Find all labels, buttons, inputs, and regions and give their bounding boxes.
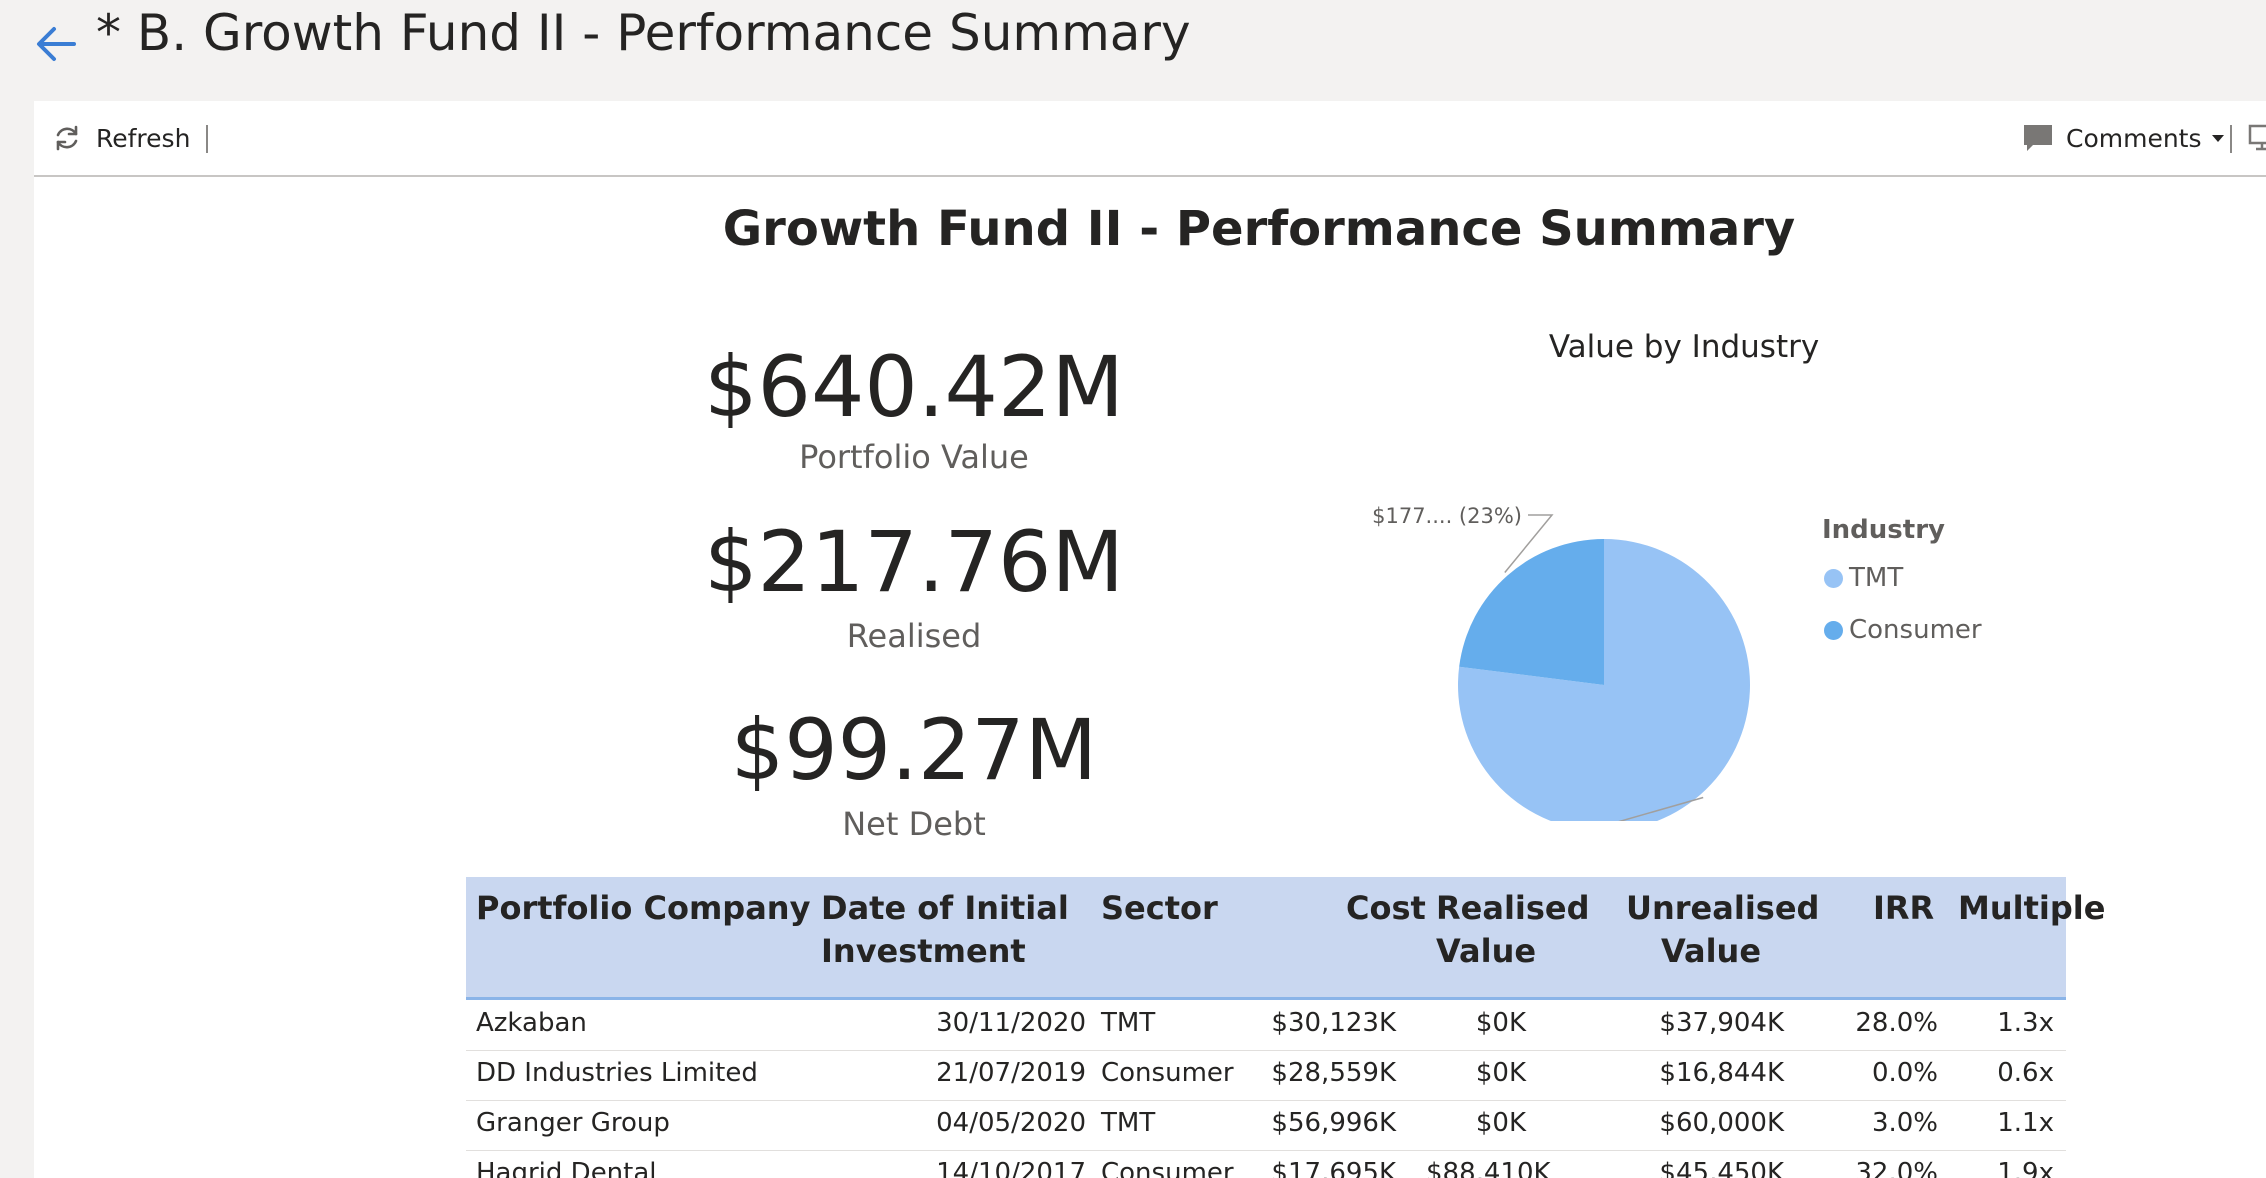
cell-multiple: 1.3x	[1997, 1008, 2054, 1038]
legend-dot	[1824, 568, 1843, 588]
refresh-button[interactable]: Refresh	[52, 119, 190, 157]
cell-irr: 32.0%	[1855, 1158, 1938, 1178]
kpi-label: Net Debt	[842, 804, 986, 843]
kpi-value: $217.76M	[704, 513, 1124, 611]
cell-multiple: 0.6x	[1997, 1058, 2054, 1088]
comment-icon	[2024, 125, 2052, 151]
refresh-label: Refresh	[96, 123, 191, 153]
cell-multiple: 1.9x	[1997, 1158, 2054, 1178]
cell-sector: TMT	[1101, 1008, 1156, 1038]
page-title: * B. Growth Fund II - Performance Summar…	[96, 4, 1191, 62]
column-header-cost[interactable]: Cost	[1346, 889, 1426, 927]
column-header-line: Investment	[821, 932, 1026, 970]
cell-multiple: 1.1x	[1997, 1108, 2054, 1138]
toolbar-divider	[206, 125, 208, 153]
legend-dot	[1824, 620, 1843, 640]
pie-chart-title: Value by Industry	[1548, 329, 1820, 365]
cell-sector: Consumer	[1101, 1058, 1234, 1088]
pie-chart[interactable]: $595... (77%)$177.... (23%)	[1324, 401, 1884, 821]
kpi-card-net-debt: $99.27M Net Debt	[594, 700, 1234, 843]
cell-company: Azkaban	[476, 1008, 587, 1038]
column-header-line: Unrealised	[1626, 889, 1820, 927]
cell-irr: 3.0%	[1871, 1108, 1938, 1138]
cell-realised: $0K	[1475, 1108, 1526, 1138]
kpi-label: Realised	[846, 616, 982, 655]
cell-company: Hagrid Dental	[476, 1158, 657, 1178]
cell-sector: TMT	[1101, 1108, 1156, 1138]
column-header-multiple[interactable]: Multiple	[1958, 889, 2106, 927]
pie-leader-line	[1504, 514, 1554, 573]
chevron-down-icon	[2211, 134, 2224, 142]
cell-company: Granger Group	[476, 1108, 670, 1138]
cell-unrealised: $37,904K	[1659, 1008, 1784, 1038]
back-arrow-icon[interactable]	[30, 18, 80, 68]
column-header-date[interactable]: Date of Initial Investment	[821, 887, 1069, 973]
cell-date: 14/10/2017	[936, 1158, 1086, 1178]
cell-irr: 28.0%	[1855, 1008, 1938, 1038]
cell-date: 04/05/2020	[936, 1108, 1086, 1138]
column-header-line: Date of Initial	[821, 889, 1069, 927]
comments-button[interactable]: Comments	[2022, 119, 2224, 157]
pie-slice-tmt[interactable]	[1458, 539, 1750, 821]
legend-label: TMT	[1849, 563, 1904, 593]
table-row[interactable]: Hagrid Dental 14/10/2017 Consumer $17,69…	[466, 1150, 2066, 1178]
pie-leader-line	[1618, 796, 1704, 821]
column-header-line: Value	[1436, 932, 1537, 970]
cell-realised: $0K	[1475, 1058, 1526, 1088]
cell-irr: 0.0%	[1871, 1058, 1938, 1088]
cell-cost: $17,695K	[1271, 1158, 1396, 1178]
cell-unrealised: $45,450K	[1659, 1158, 1784, 1178]
cell-date: 21/07/2019	[936, 1058, 1086, 1088]
cell-realised: $88,410K	[1426, 1158, 1551, 1178]
cell-unrealised: $16,844K	[1659, 1058, 1784, 1088]
cell-date: 30/11/2020	[936, 1008, 1086, 1038]
legend-item-consumer[interactable]: Consumer	[1824, 615, 1982, 645]
table-row[interactable]: Azkaban 30/11/2020 TMT $30,123K $0K $37,…	[466, 1000, 2066, 1051]
toolbar: Refresh Comments	[34, 101, 2266, 177]
column-header-realised[interactable]: Realised Value	[1436, 887, 1590, 973]
kpi-label: Portfolio Value	[799, 437, 1029, 476]
column-header-irr[interactable]: IRR	[1873, 889, 1935, 927]
toolbar-divider	[2230, 125, 2232, 153]
cell-company: DD Industries Limited	[476, 1058, 758, 1088]
cell-cost: $30,123K	[1271, 1008, 1396, 1038]
kpi-value: $99.27M	[730, 701, 1098, 799]
column-header-unrealised[interactable]: Unrealised Value	[1626, 887, 1820, 973]
refresh-icon	[56, 125, 78, 151]
column-header-line: Value	[1660, 932, 1762, 970]
cell-cost: $56,996K	[1271, 1108, 1396, 1138]
legend-item-tmt[interactable]: TMT	[1824, 563, 1903, 593]
pie-slice-consumer[interactable]	[1459, 539, 1604, 685]
kpi-value: $640.42M	[704, 338, 1124, 436]
monitor-icon[interactable]	[2248, 123, 2266, 153]
top-bar: * B. Growth Fund II - Performance Summar…	[0, 0, 2266, 100]
table-row[interactable]: DD Industries Limited 21/07/2019 Consume…	[466, 1050, 2066, 1101]
cell-realised: $0K	[1475, 1008, 1526, 1038]
table-row[interactable]: Granger Group 04/05/2020 TMT $56,996K $0…	[466, 1100, 2066, 1151]
report-canvas: Refresh Comments Growth Fund II - Perfor…	[34, 101, 2266, 1178]
table-header: Portfolio Company Date of Initial Invest…	[466, 877, 2105, 1000]
kpi-card-realised: $217.76M Realised	[594, 512, 1234, 655]
cell-sector: Consumer	[1101, 1158, 1234, 1178]
column-header-company[interactable]: Portfolio Company	[476, 889, 811, 927]
report-title: Growth Fund II - Performance Summary	[722, 201, 1796, 257]
kpi-card-portfolio-value: $640.42M Portfolio Value	[594, 337, 1234, 476]
comments-label: Comments	[2066, 123, 2202, 153]
legend-label: Consumer	[1849, 615, 1982, 645]
column-header-line: Realised	[1436, 889, 1590, 927]
pie-data-label: $177.... (23%)	[1372, 504, 1522, 528]
legend-title: Industry	[1822, 515, 1945, 545]
cell-unrealised: $60,000K	[1659, 1108, 1784, 1138]
cell-cost: $28,559K	[1271, 1058, 1396, 1088]
column-header-sector[interactable]: Sector	[1101, 889, 1218, 927]
